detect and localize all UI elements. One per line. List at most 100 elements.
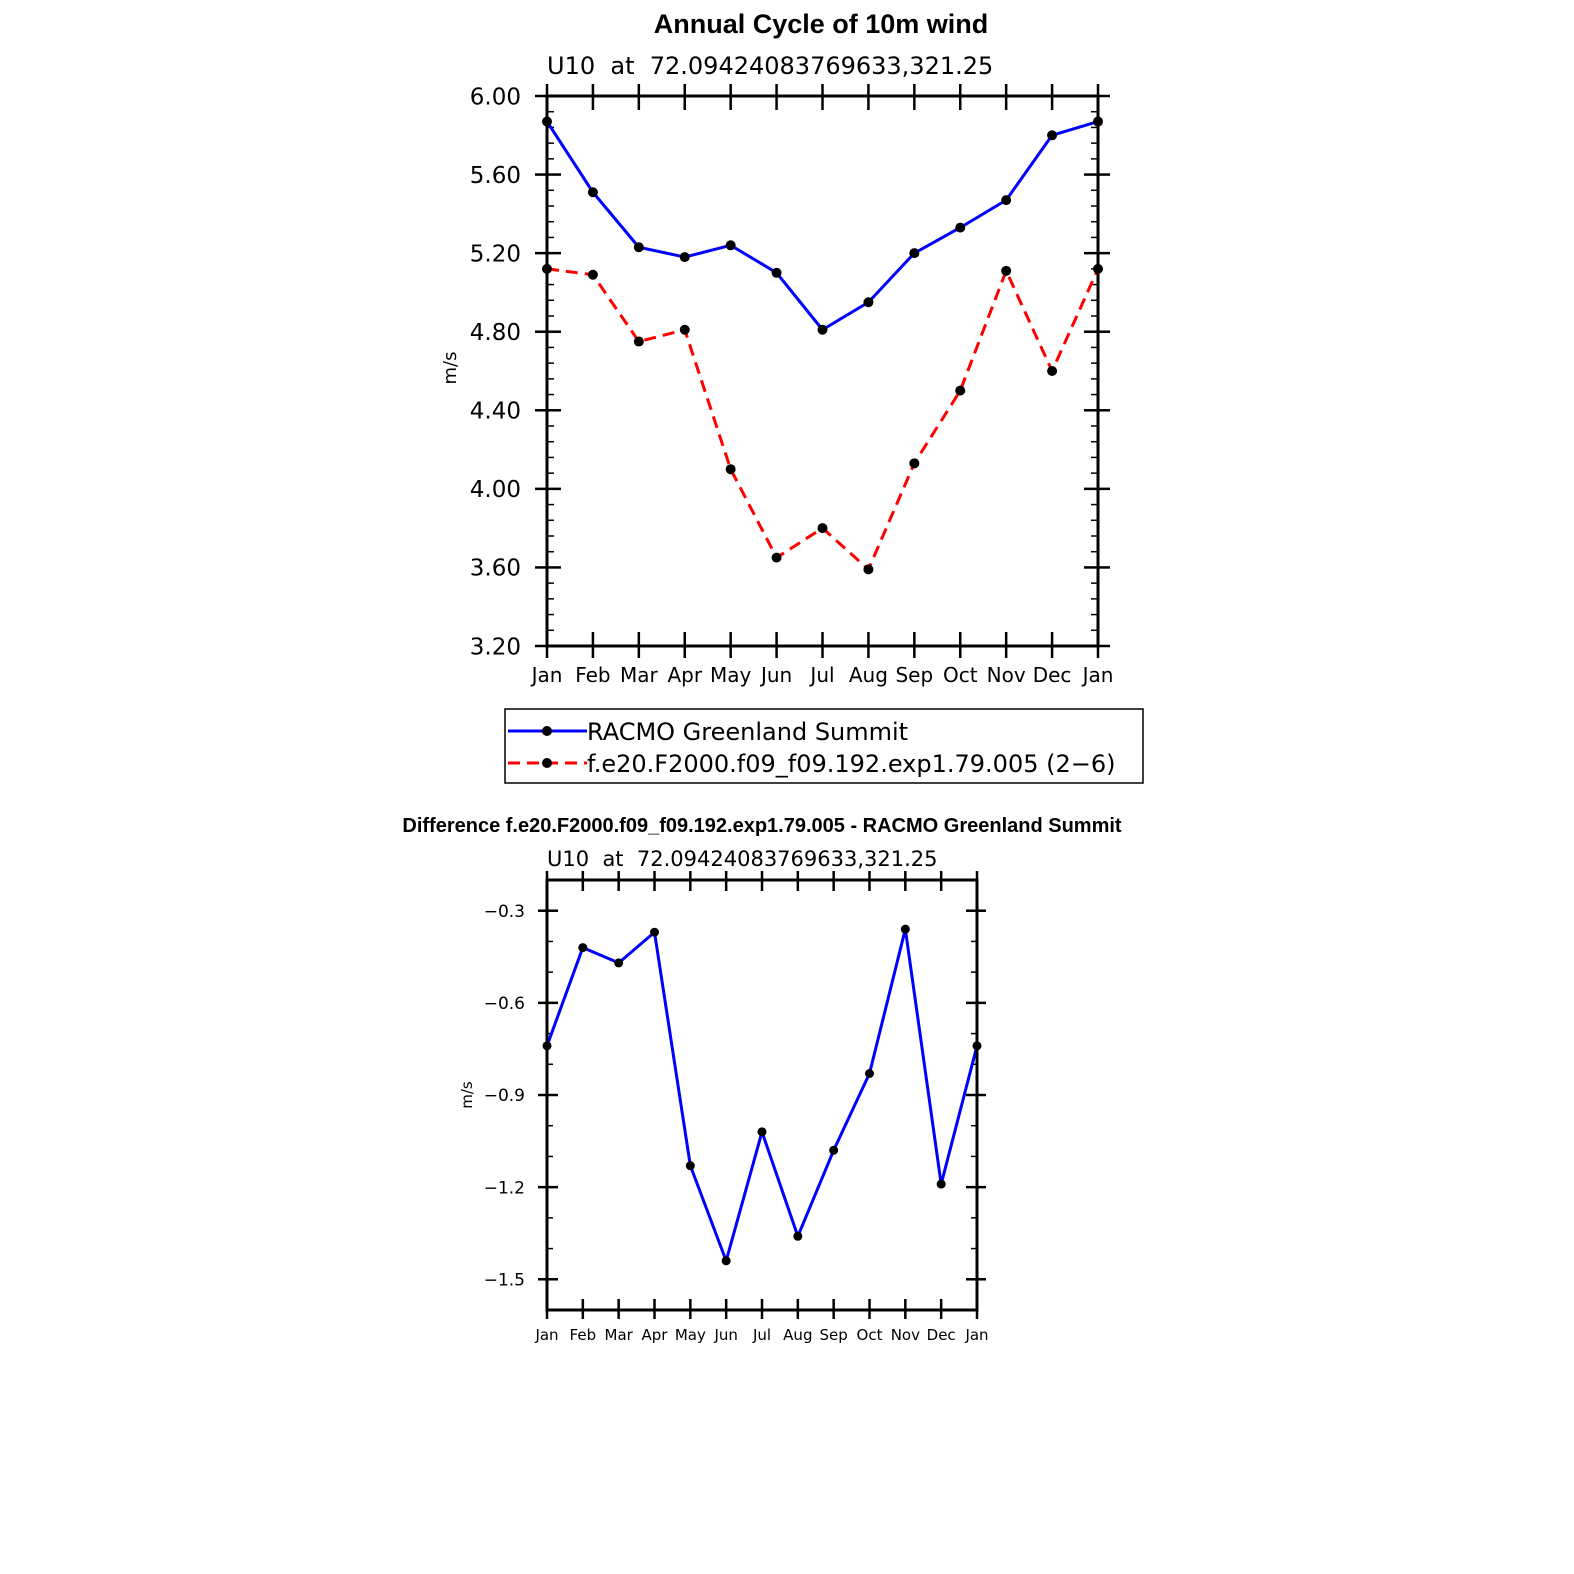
data-point xyxy=(771,552,782,563)
data-point xyxy=(725,240,736,251)
data-point xyxy=(679,324,690,335)
ytick-label: 4.80 xyxy=(470,320,521,346)
data-point xyxy=(863,297,874,308)
ytick-label: 5.60 xyxy=(470,163,521,189)
ytick-label: −0.6 xyxy=(484,994,525,1014)
data-point xyxy=(721,1256,731,1266)
data-point xyxy=(679,252,690,263)
xtick-label: Dec xyxy=(1033,663,1072,687)
xtick-label: Nov xyxy=(987,663,1026,687)
data-point xyxy=(633,336,644,347)
data-point xyxy=(900,924,910,934)
legend-label-racmo: RACMO Greenland Summit xyxy=(587,718,908,746)
chart2-title: Difference f.e20.F2000.f09_f09.192.exp1.… xyxy=(402,815,1122,837)
data-point xyxy=(1001,195,1012,206)
chart2-ytick-labels: −0.3 −0.6 −0.9 −1.2 −1.5 xyxy=(484,902,525,1291)
chart1-title: Annual Cycle of 10m wind xyxy=(654,9,989,39)
data-point xyxy=(817,523,828,534)
chart1-frame xyxy=(545,94,1100,648)
ytick-label: 3.20 xyxy=(470,634,521,660)
xtick-label: Feb xyxy=(570,1326,597,1344)
ytick-label: 4.00 xyxy=(470,477,521,503)
xtick-label: Jun xyxy=(759,663,792,687)
data-point xyxy=(757,1127,767,1137)
chart-annual-cycle: Annual Cycle of 10m wind U10 at 72.09424… xyxy=(440,9,1144,784)
xtick-label: Oct xyxy=(943,663,978,687)
xtick-label: May xyxy=(675,1326,706,1344)
chart2-xtick-labels: Jan Feb Mar Apr May Jun Jul Aug Sep Oct Nov Dec Jan xyxy=(534,1326,988,1344)
ytick-label: −1.2 xyxy=(484,1178,525,1198)
xtick-label: Apr xyxy=(642,1326,669,1344)
chart1-ticks xyxy=(535,84,1110,658)
ytick-label: −0.3 xyxy=(484,902,525,922)
xtick-label: Aug xyxy=(849,663,888,687)
chart1-ylabel: m/s xyxy=(440,352,461,385)
data-point xyxy=(909,458,920,469)
xtick-label: Jan xyxy=(534,1326,558,1344)
chart1-xtick-labels: Jan Feb Mar Apr May Jun Jul Aug Sep Oct Nov Dec Jan xyxy=(530,663,1114,687)
xtick-label: Jul xyxy=(752,1326,771,1344)
chart1-legend: RACMO Greenland Summit f.e20.F2000.f09_f… xyxy=(504,708,1144,784)
legend-item-racmo: RACMO Greenland Summit xyxy=(508,718,908,746)
chart-difference: Difference f.e20.F2000.f09_f09.192.exp1.… xyxy=(402,815,1122,1344)
chart2-ylabel: m/s xyxy=(458,1081,476,1109)
data-point xyxy=(614,958,624,968)
data-point xyxy=(863,564,874,575)
xtick-label: Aug xyxy=(783,1326,812,1344)
data-point xyxy=(771,267,782,278)
chart2-subtitle: U10 at 72.09424083769633,321.25 xyxy=(547,847,938,871)
xtick-label: Mar xyxy=(605,1326,634,1344)
xtick-label: Jan xyxy=(530,663,563,687)
chart2-frame xyxy=(545,878,979,1312)
data-point xyxy=(1047,130,1058,141)
xtick-label: Apr xyxy=(667,663,702,687)
ytick-label: −0.9 xyxy=(484,1086,525,1106)
xtick-label: Nov xyxy=(891,1326,920,1344)
series-line-0 xyxy=(545,120,1099,332)
ytick-label: −1.5 xyxy=(484,1270,525,1290)
data-point xyxy=(725,464,736,475)
chart1-ytick-labels: 6.00 5.60 5.20 4.80 4.40 4.00 3.60 3.20 xyxy=(470,84,521,660)
data-point xyxy=(685,1161,695,1171)
legend-label-cesm: f.e20.F2000.f09_f09.192.exp1.79.005 (2−6… xyxy=(587,750,1115,778)
xtick-label: Dec xyxy=(927,1326,956,1344)
data-point xyxy=(587,187,598,198)
xtick-label: Jul xyxy=(808,663,834,687)
xtick-label: Jan xyxy=(964,1326,988,1344)
data-point xyxy=(1047,366,1058,376)
data-point xyxy=(793,1231,803,1241)
ytick-label: 6.00 xyxy=(470,84,521,110)
series-line-0 xyxy=(545,927,979,1263)
xtick-label: Oct xyxy=(857,1326,883,1344)
chart2-ticks xyxy=(538,871,986,1319)
data-point xyxy=(865,1069,874,1078)
data-point xyxy=(936,1179,946,1189)
ytick-label: 3.60 xyxy=(470,556,521,582)
data-point xyxy=(829,1145,839,1155)
xtick-label: Sep xyxy=(895,663,933,687)
legend-box xyxy=(504,708,1144,784)
data-point xyxy=(1001,265,1012,276)
legend-marker-racmo xyxy=(542,726,552,736)
xtick-label: May xyxy=(710,663,752,687)
data-point xyxy=(633,242,644,253)
chart2-series xyxy=(542,924,982,1266)
ytick-label: 4.40 xyxy=(470,399,521,425)
data-point xyxy=(650,927,659,937)
data-point xyxy=(587,269,598,280)
data-point xyxy=(955,222,966,233)
chart1-subtitle: U10 at 72.09424083769633,321.25 xyxy=(547,52,993,80)
chart1-series xyxy=(542,116,1103,575)
data-point xyxy=(909,248,920,259)
legend-marker-cesm xyxy=(542,758,552,768)
ytick-label: 5.20 xyxy=(470,241,521,267)
xtick-label: Jun xyxy=(713,1326,737,1344)
xtick-label: Feb xyxy=(575,663,610,687)
xtick-label: Sep xyxy=(820,1326,848,1344)
xtick-label: Jan xyxy=(1081,663,1114,687)
xtick-label: Mar xyxy=(620,663,659,687)
data-point xyxy=(955,385,966,396)
legend-item-cesm: f.e20.F2000.f09_f09.192.exp1.79.005 (2−6… xyxy=(508,750,1115,778)
data-point xyxy=(817,324,828,335)
